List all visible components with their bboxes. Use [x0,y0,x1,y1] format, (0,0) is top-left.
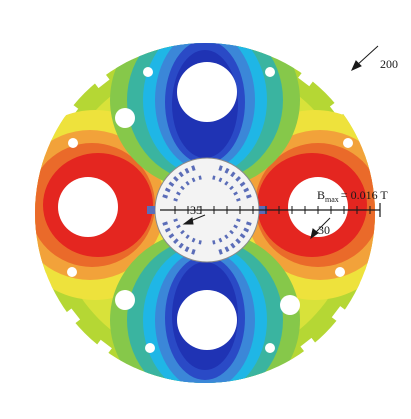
coil-slot [236,218,241,223]
rim-notch [65,308,81,325]
axis-ticks [174,206,371,214]
coil-slot [243,187,250,193]
coil-slot [235,176,241,182]
coil-slot [198,175,202,180]
medium-hole [115,108,135,128]
coil-slot [229,229,234,235]
coil-slot [224,234,229,240]
coil-slot [191,249,196,255]
coil-slot [233,191,238,196]
coil-slot [185,180,190,186]
coil-slot [185,234,190,240]
medium-hole [280,295,300,315]
hole-radius-label: 30 [318,223,330,237]
coil-slot [230,242,236,249]
coil-slot [239,181,246,187]
medium-hole [115,290,135,310]
small-hole [68,138,78,148]
bmax-label: Bmax = 0.016 T [317,188,388,204]
small-hole [265,67,275,77]
coil-slot [243,227,250,233]
coil-slot [162,194,168,199]
bmax-prefix: B [317,188,325,202]
coil-slot [180,229,185,235]
coil-slot [218,237,223,243]
coil-slot [180,185,185,191]
coil-slot [230,171,236,178]
coil-slot [176,191,181,196]
coil-slots [147,165,267,255]
outer-radius-leader [355,45,379,67]
coil-slot [218,177,223,183]
coil-slot [164,227,171,233]
bmax-value: = 0.016 T [341,188,389,202]
coil-slot [198,240,202,245]
small-hole [67,267,77,277]
pole-piece [147,206,155,214]
rim-notch [331,306,347,323]
rim-notch [95,339,112,355]
coil-slot [212,175,216,180]
coil-slot [184,167,190,174]
coil-slot [176,224,181,229]
rim-notch [300,337,317,353]
hole-left [58,177,118,237]
coil-slot [173,238,179,244]
coil-slot [224,246,230,253]
coil-slot [233,224,238,229]
coil-slot [173,218,178,223]
coil-slot [229,185,234,191]
coil-slot [246,194,252,199]
small-hole [265,343,275,353]
coil-slot [184,246,190,253]
small-hole [343,138,353,148]
small-hole [143,67,153,77]
rim-notch [93,73,110,89]
coil-slot [173,197,178,202]
coil-slot [191,165,196,171]
coil-slot [173,176,179,182]
rim-notch [298,71,315,87]
small-holes [67,67,353,353]
coil-slot [224,167,230,174]
rim-notch [329,101,345,118]
inner-radius-arrowhead [182,217,194,225]
coil-slot [236,197,241,202]
small-hole [145,343,155,353]
coil-slot [212,240,216,245]
coil-slot [164,187,171,193]
coil-slot [218,249,223,255]
hole-top [177,62,237,122]
inner-radius-label: 35 [190,203,202,217]
coil-slot [218,165,223,171]
measurement-axis [160,203,381,217]
coil-slot [191,237,196,243]
coil-slot [162,221,168,226]
coil-slot [224,180,229,186]
coil-slot [239,233,246,239]
coil-slot [178,242,184,249]
coil-slot [235,238,241,244]
hole-radius-arrowhead [310,228,319,240]
small-hole [335,267,345,277]
coil-slot [178,171,184,178]
outer-radius-label: 200 [380,57,398,71]
hole-bottom [177,290,237,350]
outer-radius-arrowhead [351,60,362,71]
coil-slot [246,221,252,226]
coil-slot [191,177,196,183]
bmax-subscript: max [325,195,339,204]
annotation-arrows [182,45,379,240]
coil-slot [168,233,175,239]
coil-slot [168,181,175,187]
